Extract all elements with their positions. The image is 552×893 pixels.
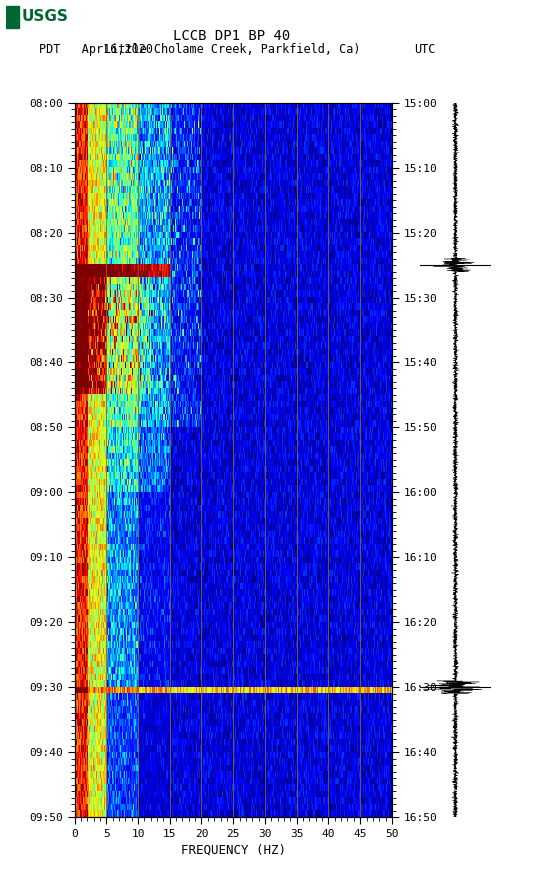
Text: USGS: USGS [22, 9, 69, 24]
Text: PDT   Apr16,2020: PDT Apr16,2020 [39, 43, 153, 55]
Text: Little Cholame Creek, Parkfield, Ca): Little Cholame Creek, Parkfield, Ca) [104, 43, 360, 55]
Text: LCCB DP1 BP 40: LCCB DP1 BP 40 [173, 29, 290, 43]
X-axis label: FREQUENCY (HZ): FREQUENCY (HZ) [181, 843, 286, 856]
Bar [6, 6, 19, 28]
Text: UTC: UTC [414, 43, 436, 55]
